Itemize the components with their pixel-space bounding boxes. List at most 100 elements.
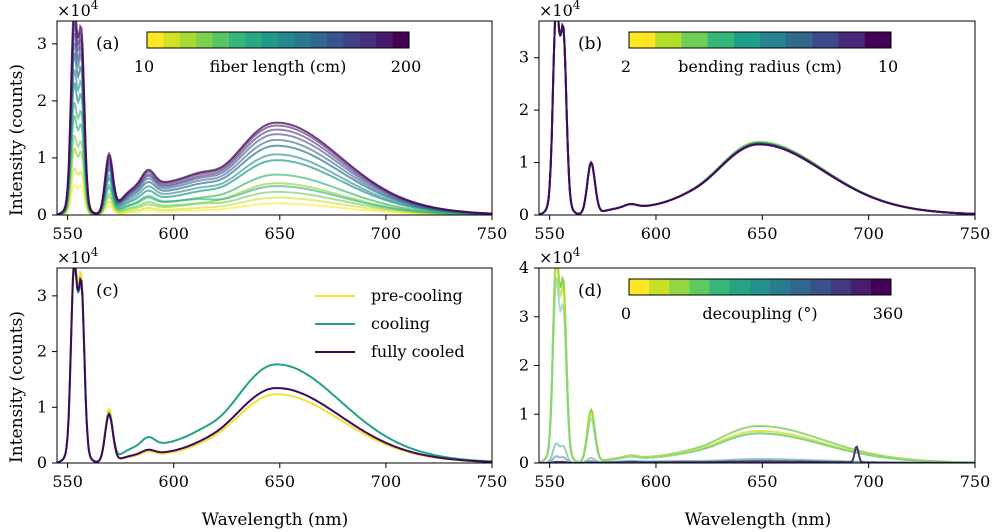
y-multiplier: ×104 — [539, 0, 581, 20]
y-tick-label: 1 — [37, 397, 47, 416]
y-tick-label: 1 — [37, 148, 47, 167]
colorbar-swatch — [870, 279, 892, 295]
y-tick-label: 0 — [37, 453, 47, 472]
panel-a: 550 600 650 700 750 0 1 2 3 ×104 (a) 10 200 fiber len… — [37, 0, 507, 243]
y-tick-label: 1 — [519, 153, 529, 172]
y-multiplier: ×104 — [57, 0, 99, 20]
colorbar-min-label: 2 — [621, 57, 631, 76]
colorbar-swatch — [147, 32, 164, 48]
legend-label: cooling — [371, 314, 430, 333]
series-group — [57, 21, 492, 215]
x-tick-label: 600 — [158, 472, 189, 491]
x-tick-label: 750 — [477, 472, 508, 491]
x-tick-label: 700 — [371, 472, 402, 491]
x-tick-label: 750 — [960, 224, 991, 243]
series-line — [57, 81, 492, 215]
y-tick-label: 0 — [519, 205, 529, 224]
colorbar-swatch — [812, 32, 840, 48]
panel-b: 550 600 650 700 750 0 1 2 3 ×104 (b) 2 10 bending rad… — [519, 0, 990, 243]
colorbar-swatch — [228, 32, 246, 48]
colorbar-swatch — [760, 32, 787, 48]
colorbar-swatch — [864, 32, 892, 48]
y-multiplier: ×104 — [539, 245, 581, 267]
y-tick-label: 2 — [37, 91, 47, 110]
xlabel-left: Wavelength (nm) — [202, 510, 349, 530]
x-tick-label: 550 — [52, 472, 83, 491]
colorbar-swatch — [850, 279, 872, 295]
legend: pre-cooling cooling fully cooled — [315, 286, 465, 361]
x-tick-label: 650 — [265, 472, 296, 491]
colorbar-swatch — [392, 32, 410, 48]
axes-frame — [538, 20, 976, 216]
x-tick-label: 750 — [960, 472, 991, 491]
colorbar-swatch — [707, 32, 735, 48]
y-tick-label: 4 — [519, 258, 529, 277]
series-line — [57, 101, 492, 215]
x-tick-label: 550 — [534, 472, 565, 491]
colorbar: 2 10 bending radius (cm) — [621, 31, 898, 76]
colorbar-swatch — [212, 32, 230, 48]
colorbar-swatch — [649, 279, 670, 295]
ylabel-top: Intensity (counts) — [7, 64, 27, 216]
colorbar-swatch — [310, 32, 328, 48]
colorbar-swatch — [669, 279, 690, 295]
colorbar: 10 200 fiber length (cm) — [134, 31, 422, 76]
y-tick-label: 3 — [519, 48, 529, 67]
colorbar-swatch — [689, 279, 711, 295]
x-tick-label: 750 — [477, 224, 508, 243]
colorbar-swatch — [343, 32, 361, 48]
panel-label: (b) — [578, 34, 602, 54]
colorbar-title: decoupling (°) — [702, 304, 817, 323]
x-tick-label: 700 — [371, 224, 402, 243]
series-line — [57, 68, 492, 215]
colorbar-swatch — [359, 32, 377, 48]
colorbar-swatch — [655, 32, 682, 48]
y-tick-label: 0 — [519, 453, 529, 472]
series-line — [539, 21, 975, 215]
colorbar-swatch — [376, 32, 394, 48]
y-tick-label: 0 — [37, 205, 47, 224]
series-group — [539, 21, 975, 215]
colorbar-swatch — [790, 279, 811, 295]
panel-c: 550 600 650 700 750 0 1 2 3 ×104 (c) pre-cooling coo… — [37, 245, 507, 491]
colorbar-swatch — [261, 32, 279, 48]
colorbar-title: fiber length (cm) — [210, 57, 347, 76]
y-tick-label: 3 — [519, 307, 529, 326]
legend-label: pre-cooling — [371, 286, 463, 305]
x-tick-label: 550 — [534, 224, 565, 243]
colorbar-swatch — [810, 279, 832, 295]
colorbar-max-label: 360 — [873, 304, 904, 323]
y-multiplier: ×104 — [57, 245, 99, 267]
colorbar-max-label: 10 — [878, 57, 898, 76]
colorbar-min-label: 10 — [134, 57, 154, 76]
x-tick-label: 600 — [641, 224, 672, 243]
colorbar-min-label: 0 — [621, 304, 631, 323]
x-tick-label: 700 — [853, 472, 884, 491]
colorbar-swatch — [681, 32, 709, 48]
colorbar-swatch — [327, 32, 345, 48]
panel-d: 550 600 650 700 750 0 1 2 3 4 ×104 (d) 0 360 decouplin… — [519, 245, 990, 491]
series-line — [57, 21, 492, 215]
colorbar-swatch — [830, 279, 852, 295]
legend-label: fully cooled — [371, 342, 465, 361]
series-line — [57, 268, 492, 463]
colorbar-max-label: 200 — [391, 57, 422, 76]
colorbar-frame — [628, 31, 892, 49]
colorbar-swatch — [733, 32, 761, 48]
x-tick-label: 650 — [747, 224, 778, 243]
y-tick-label: 2 — [519, 100, 529, 119]
colorbar-title: bending radius (cm) — [678, 57, 842, 76]
panel-label: (d) — [578, 281, 602, 301]
colorbar-swatch — [629, 279, 650, 295]
panel-label: (c) — [96, 281, 119, 301]
colorbar-swatch — [838, 32, 866, 48]
x-tick-label: 650 — [265, 224, 296, 243]
colorbar-swatch — [179, 32, 197, 48]
colorbar-swatch — [770, 279, 791, 295]
x-tick-label: 600 — [641, 472, 672, 491]
y-tick-label: 3 — [37, 286, 47, 305]
colorbar-swatch — [749, 279, 771, 295]
x-tick-label: 600 — [158, 224, 189, 243]
ylabel-bottom: Intensity (counts) — [7, 311, 27, 463]
